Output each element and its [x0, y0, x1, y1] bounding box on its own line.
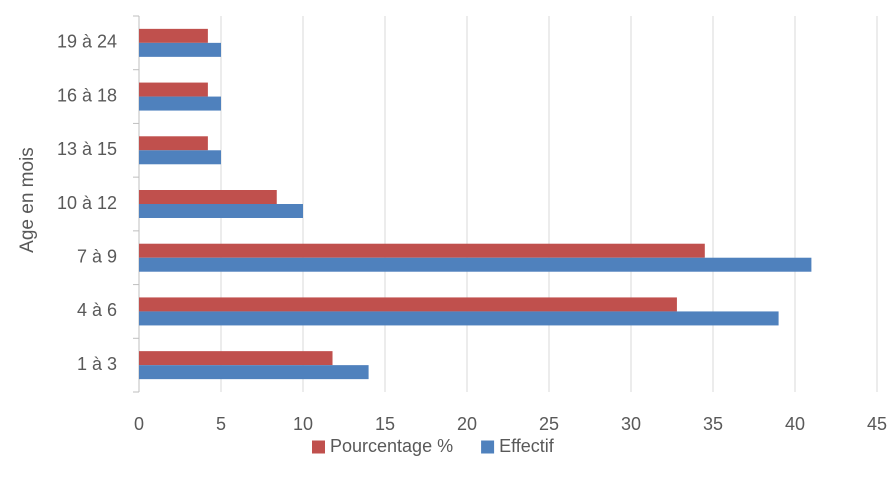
x-tick-label: 10	[293, 414, 313, 434]
legend-label: Effectif	[499, 436, 555, 456]
legend-swatch	[312, 440, 325, 454]
y-axis-title: Age en mois	[17, 147, 38, 253]
x-tick-label: 45	[867, 414, 887, 434]
x-tick-label: 5	[216, 414, 226, 434]
legend: Pourcentage % Effectif	[312, 436, 555, 456]
y-tick-label: 4 à 6	[77, 300, 117, 320]
y-tick-label: 7 à 9	[77, 246, 117, 266]
bar-effectif	[139, 204, 303, 218]
bar-pourcentage	[139, 297, 677, 312]
legend-swatch	[481, 440, 495, 454]
bar-effectif	[139, 96, 221, 111]
bar-effectif	[139, 42, 221, 57]
bars	[139, 28, 812, 380]
y-axis-ticks: 1 à 3 4 à 6 7 à 9 10 à 12 13 à 15 16 à 18 19 à…	[57, 15, 139, 393]
bar-effectif	[139, 365, 369, 380]
bar-pourcentage	[139, 28, 208, 43]
x-tick-label: 20	[457, 414, 477, 434]
y-tick-label: 13 à 15	[57, 139, 117, 159]
x-axis-ticks: 0 5 10 15 20 25 30 35 40 45	[134, 414, 887, 434]
gridlines	[138, 16, 878, 392]
x-tick-label: 15	[375, 414, 395, 434]
bar-effectif	[139, 150, 221, 165]
bar-pourcentage	[139, 136, 208, 151]
y-tick-label: 1 à 3	[77, 354, 117, 374]
bar-pourcentage	[139, 243, 705, 258]
x-tick-label: 30	[621, 414, 641, 434]
bar-effectif	[139, 257, 812, 272]
y-tick-label: 10 à 12	[57, 193, 117, 213]
x-tick-label: 35	[703, 414, 723, 434]
legend-item-pourcentage: Pourcentage %	[312, 436, 453, 456]
y-tick-label: 19 à 24	[57, 32, 117, 52]
bar-pourcentage	[139, 351, 333, 366]
x-tick-label: 0	[134, 414, 144, 434]
legend-item-effectif: Effectif	[481, 436, 555, 456]
bar-pourcentage	[139, 190, 277, 204]
legend-label: Pourcentage %	[330, 436, 453, 456]
bar-pourcentage	[139, 82, 208, 97]
bar-effectif	[139, 311, 779, 326]
y-tick-label: 16 à 18	[57, 85, 117, 105]
x-tick-label: 25	[539, 414, 559, 434]
x-tick-label: 40	[785, 414, 805, 434]
